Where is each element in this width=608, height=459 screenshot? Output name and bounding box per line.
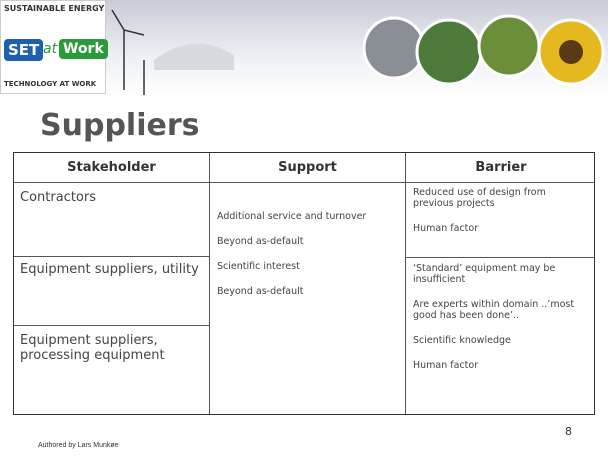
column-divider [209,153,210,414]
logo-top: SUSTAINABLE ENERGY [4,4,105,13]
barrier-list: ‘Standard’ equipment may be insufficient… [413,263,588,385]
support-list: Additional service and turnover Beyond as… [217,211,407,311]
row-divider [14,256,209,257]
page-number: 8 [565,425,572,438]
barrier-item: Scientific knowledge [413,335,511,346]
support-item: Scientific interest [217,261,300,272]
row-divider [14,182,594,183]
logo-at: at [43,41,58,57]
table: Stakeholder Support Barrier Contractors … [13,152,595,415]
barrier-item: ‘Standard’ equipment may be insufficient [413,263,556,285]
stakeholder: Equipment suppliers, utility [20,262,199,277]
barrier-item: Human factor [413,360,479,371]
stakeholder: Contractors [20,190,96,205]
logo: SUSTAINABLE ENERGY SET at Work TECHNOLOG… [0,0,108,94]
column-divider [405,153,406,414]
author: Authored by Lars Munkøe [38,442,119,449]
column-header: Barrier [475,160,527,175]
row-divider [14,325,209,326]
support-item: Additional service and turnover [217,211,367,222]
barrier-item: Human factor [413,223,479,234]
barrier-item: Are experts within domain ..’most good h… [413,299,575,321]
header-images [111,9,605,95]
support-item: Beyond as-default [217,286,304,297]
slide-title: Suppliers [40,108,200,143]
column-header: Stakeholder [67,160,156,175]
barrier-list: Reduced use of design from previous proj… [413,187,588,248]
column-header: Support [278,160,337,175]
support-item: Beyond as-default [217,236,304,247]
row-divider [405,257,594,258]
logo-set: SET [4,39,44,61]
stakeholder: Equipment suppliers, processing equipmen… [20,333,165,363]
logo-bottom: TECHNOLOGY AT WORK [4,80,97,88]
logo-work: Work [59,39,108,59]
barrier-item: Reduced use of design from previous proj… [413,187,546,209]
